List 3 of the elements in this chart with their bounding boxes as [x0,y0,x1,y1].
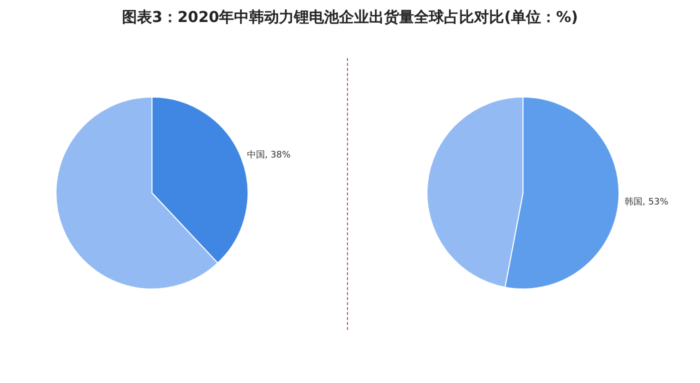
slice-label: 中国, 38% [246,149,292,160]
slice-label: 韩国, 53% [624,196,669,208]
text: 图表3：2020年中韩动力锂电池企业出货量全球占比对比(单位：%) [121,8,579,27]
